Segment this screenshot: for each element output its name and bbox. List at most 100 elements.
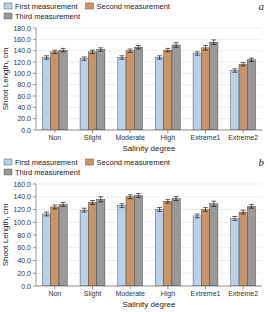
bar (134, 195, 142, 286)
y-tick-label: 100.0 (13, 70, 31, 77)
x-axis-label: Salinity degree (123, 300, 176, 309)
bar (126, 197, 134, 286)
y-tick (33, 286, 36, 287)
x-tick (243, 130, 244, 133)
y-tick-label: 0.0 (21, 127, 31, 134)
y-tick (33, 28, 36, 29)
x-tick (243, 286, 244, 289)
x-axis: NonSlightModerateHighExtreme1Extreme2 (36, 286, 262, 298)
x-tick-label: High (161, 134, 176, 142)
error-bar (211, 201, 216, 206)
error-bar (174, 197, 179, 201)
y-tick (33, 273, 36, 274)
legend-item: First measurement (4, 158, 78, 167)
bar (201, 48, 209, 130)
bar (172, 199, 180, 286)
error-bar (249, 58, 254, 61)
y-axis-line (36, 28, 37, 130)
error-bar (157, 56, 162, 59)
bar (231, 71, 239, 131)
bar (59, 204, 67, 286)
x-tick-label: High (161, 290, 176, 298)
grid-line (36, 286, 262, 287)
bar (118, 206, 126, 286)
grid-line (36, 84, 262, 85)
x-tick (205, 130, 206, 133)
x-axis-line (36, 130, 262, 131)
legend-swatch (86, 159, 94, 165)
legend: First measurement Second measurement Third… (4, 158, 171, 177)
error-bar (232, 69, 237, 72)
y-tick (33, 96, 36, 97)
x-axis: NonSlightModerateHighExtreme1Extreme2 (36, 130, 262, 142)
bar (210, 204, 218, 286)
bar (51, 52, 59, 130)
bar (126, 51, 134, 130)
y-tick (33, 209, 36, 210)
bar (164, 201, 172, 286)
error-bar (241, 63, 246, 66)
grid-line (36, 247, 262, 248)
series (59, 40, 256, 130)
grid-line (36, 222, 262, 223)
bar (193, 216, 201, 286)
legend-label: First measurement (15, 2, 78, 11)
bar (59, 50, 67, 130)
grid-line (36, 39, 262, 40)
error-bar (44, 212, 49, 216)
grid-line (36, 107, 262, 108)
y-tick-label: 160.0 (13, 181, 31, 188)
x-tick (54, 286, 55, 289)
error-bar (52, 50, 57, 53)
y-tick (33, 39, 36, 40)
grid-line (36, 196, 262, 197)
bar (134, 47, 142, 130)
error-bar (52, 205, 57, 209)
y-tick-label: 20.0 (17, 270, 31, 277)
error-bar (90, 50, 95, 53)
x-tick-label: Extreme2 (228, 290, 258, 297)
grid-line (36, 260, 262, 261)
error-bar (98, 197, 103, 202)
panel-label: a (259, 0, 265, 12)
error-bar (241, 210, 246, 214)
legend-item: Second measurement (86, 2, 171, 11)
x-tick-label: Slight (84, 290, 102, 298)
y-tick (33, 84, 36, 85)
grid-line (36, 118, 262, 119)
y-tick-label: 140.0 (13, 47, 31, 54)
y-tick-label: 80.0 (17, 232, 31, 239)
bar (231, 218, 239, 286)
x-tick-label: Slight (84, 134, 102, 142)
y-tick-label: 60.0 (17, 244, 31, 251)
legend-label: First measurement (15, 158, 78, 167)
bar (155, 57, 163, 130)
x-axis-line (36, 286, 262, 287)
plot-area (42, 40, 255, 130)
bar (97, 199, 105, 286)
grid-line (36, 28, 262, 29)
panel-label: b (259, 156, 265, 168)
grid-line (36, 62, 262, 63)
grid-line (36, 235, 262, 236)
x-tick-label: Moderate (115, 134, 145, 141)
x-tick (54, 130, 55, 133)
error-bar (136, 194, 141, 198)
legend-label: Second measurement (97, 158, 171, 167)
error-bar (232, 217, 237, 221)
error-bar (165, 48, 170, 51)
y-tick (33, 184, 36, 185)
bar (118, 57, 126, 130)
error-bar (119, 204, 124, 208)
x-tick-label: Non (48, 290, 61, 297)
y-tick-label: 120.0 (13, 206, 31, 213)
bar (164, 50, 172, 130)
error-bar (61, 202, 66, 206)
error-bar (119, 56, 124, 59)
panel: aFirst measurementSecond measurementThir… (1, 0, 265, 153)
x-tick-label: Extreme1 (191, 290, 221, 297)
legend-item: First measurement (4, 2, 78, 11)
bar (42, 214, 50, 286)
legend-swatch (4, 169, 12, 175)
legend-item: Third measurement (4, 168, 81, 177)
